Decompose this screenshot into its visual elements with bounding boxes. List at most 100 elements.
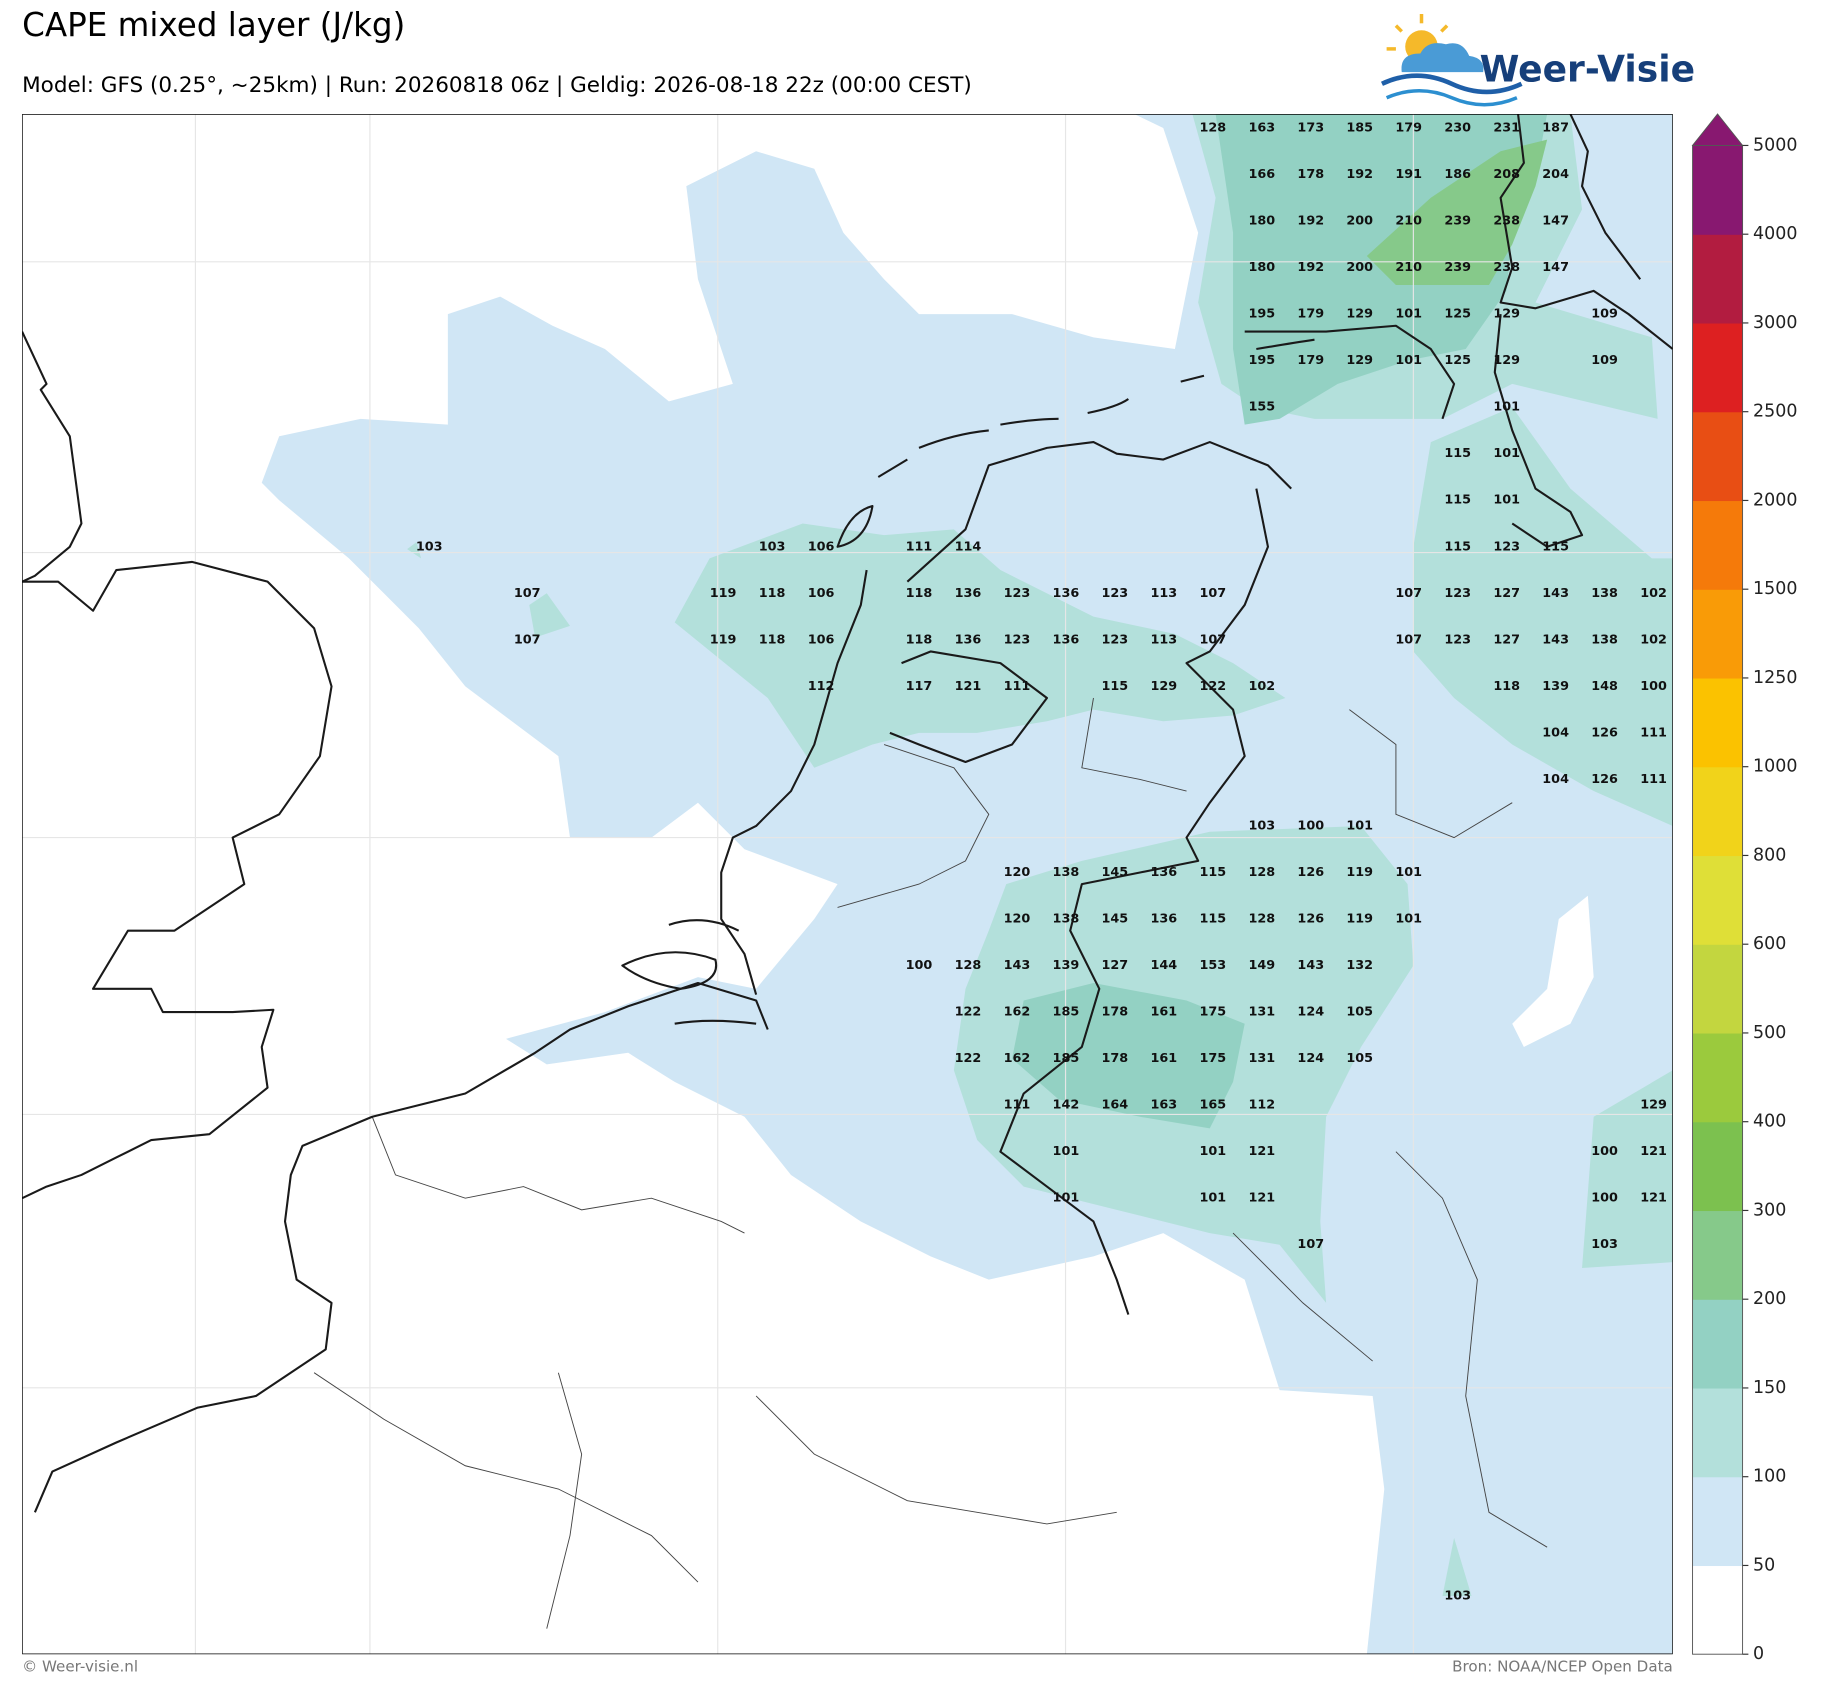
cape-value: 139 — [1542, 679, 1569, 694]
cape-value: 204 — [1542, 167, 1569, 182]
cape-value: 127 — [1493, 586, 1520, 601]
cape-value: 180 — [1248, 260, 1275, 275]
cape-value: 127 — [1102, 958, 1129, 973]
cape-value: 115 — [1444, 539, 1471, 554]
cape-value: 166 — [1248, 167, 1275, 182]
colorbar-tick-label: 300 — [1753, 1200, 1786, 1220]
colorbar-tick-label: 2000 — [1753, 490, 1797, 510]
cape-value: 121 — [1248, 1144, 1275, 1159]
colorbar: 0 50 100 150 200 300 400 500 600 800 1000 1250 1500 2… — [1691, 113, 1797, 1664]
cape-value: 119 — [710, 586, 737, 601]
cape-value: 142 — [1053, 1098, 1080, 1113]
cape-value: 185 — [1053, 1051, 1080, 1066]
cape-value: 123 — [1444, 586, 1471, 601]
cape-value: 107 — [514, 632, 541, 647]
cape-value: 113 — [1151, 632, 1178, 647]
cape-value: 173 — [1297, 121, 1324, 136]
cape-value: 101 — [1346, 818, 1373, 833]
cape-value: 103 — [759, 539, 786, 554]
cape-value: 104 — [1542, 725, 1569, 740]
colorbar-tick-label: 4000 — [1753, 224, 1797, 244]
cape-value: 153 — [1199, 958, 1226, 973]
cape-value: 192 — [1346, 167, 1373, 182]
cape-value: 129 — [1640, 1098, 1667, 1113]
cape-value: 119 — [1346, 865, 1373, 880]
cape-value: 103 — [416, 539, 443, 554]
cape-value: 118 — [1493, 679, 1520, 694]
cape-value: 112 — [808, 679, 835, 694]
colorbar-bin — [1692, 1476, 1743, 1567]
cape-value: 109 — [1591, 307, 1618, 322]
cape-value: 122 — [1199, 679, 1226, 694]
cape-value: 144 — [1151, 958, 1178, 973]
cape-value: 131 — [1248, 1005, 1275, 1020]
cape-value: 136 — [955, 586, 982, 601]
cape-value: 124 — [1297, 1051, 1324, 1066]
cape-value: 179 — [1395, 121, 1422, 136]
cape-value: 123 — [1493, 539, 1520, 554]
borders — [313, 697, 1548, 1629]
graticule — [22, 114, 1673, 1655]
colorbar-tick-label: 1000 — [1753, 757, 1797, 777]
cape-value: 145 — [1102, 912, 1129, 927]
cape-value: 122 — [955, 1005, 982, 1020]
cape-value: 107 — [1395, 632, 1422, 647]
cape-value: 115 — [1199, 912, 1226, 927]
cape-value: 109 — [1591, 353, 1618, 368]
cape-value: 112 — [1248, 1098, 1275, 1113]
cape-value: 162 — [1004, 1051, 1031, 1066]
cape-value: 126 — [1591, 725, 1618, 740]
cape-value: 161 — [1151, 1051, 1178, 1066]
colorbar-tick-label: 0 — [1753, 1644, 1764, 1664]
colorbar-tick-label: 5000 — [1753, 135, 1797, 155]
cape-value: 178 — [1102, 1005, 1129, 1020]
cape-value: 121 — [955, 679, 982, 694]
cape-value: 132 — [1346, 958, 1373, 973]
cape-value: 126 — [1297, 865, 1324, 880]
cape-value: 179 — [1297, 307, 1324, 322]
cape-value: 230 — [1444, 121, 1471, 136]
cape-value: 101 — [1493, 493, 1520, 508]
cape-value: 128 — [1248, 865, 1275, 880]
cape-value: 210 — [1395, 260, 1422, 275]
cape-value: 195 — [1248, 307, 1275, 322]
cape-value: 143 — [1542, 586, 1569, 601]
cape-value: 100 — [1640, 679, 1667, 694]
cape-value: 149 — [1248, 958, 1275, 973]
cape-value: 101 — [1493, 446, 1520, 461]
cape-value: 101 — [1199, 1191, 1226, 1206]
cape-value: 178 — [1297, 167, 1324, 182]
cape-value: 123 — [1102, 586, 1129, 601]
colorbar-bin — [1692, 234, 1743, 324]
cape-value: 148 — [1591, 679, 1618, 694]
cape-value: 143 — [1542, 632, 1569, 647]
cape-value: 107 — [1199, 586, 1226, 601]
cape-value: 105 — [1346, 1005, 1373, 1020]
cape-value: 126 — [1591, 772, 1618, 787]
colorbar-tick-label: 50 — [1753, 1555, 1775, 1575]
cape-value: 195 — [1248, 353, 1275, 368]
cape-value: 180 — [1248, 214, 1275, 229]
subtitle: Model: GFS (0.25°, ~25km) | Run: 2026081… — [22, 73, 972, 98]
cape-value: 118 — [759, 632, 786, 647]
cape-value: 163 — [1248, 121, 1275, 136]
cape-value: 179 — [1297, 353, 1324, 368]
colorbar-tick-label: 1250 — [1753, 668, 1797, 688]
footer-left: © Weer-visie.nl — [22, 1658, 138, 1676]
cape-value: 119 — [1346, 912, 1373, 927]
cape-value: 123 — [1004, 586, 1031, 601]
cape-value: 115 — [1199, 865, 1226, 880]
colorbar-bin — [1692, 1387, 1743, 1478]
cape-value: 117 — [906, 679, 933, 694]
cape-value: 115 — [1102, 679, 1129, 694]
shading — [261, 114, 1673, 1655]
cape-value: 100 — [1591, 1191, 1618, 1206]
cape-value: 102 — [1640, 632, 1667, 647]
cape-value: 191 — [1395, 167, 1422, 182]
cape-value: 115 — [1444, 446, 1471, 461]
cape-value: 124 — [1297, 1005, 1324, 1020]
cape-value: 107 — [1395, 586, 1422, 601]
colorbar-bin — [1692, 411, 1743, 502]
colorbar-bin — [1692, 1210, 1743, 1300]
cape-value: 162 — [1004, 1005, 1031, 1020]
